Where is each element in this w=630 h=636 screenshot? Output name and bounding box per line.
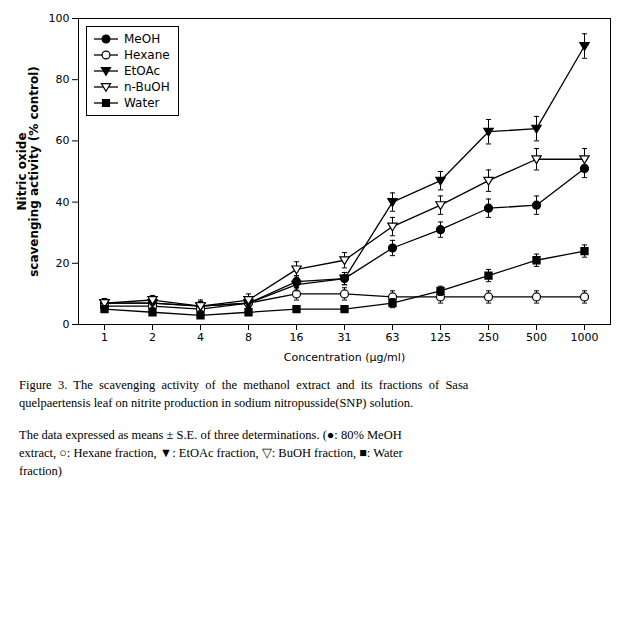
svg-text:250: 250 <box>478 331 499 344</box>
svg-text:40: 40 <box>56 196 70 209</box>
html-text:The data expressed as means ±: The data expressed as means ± S.E. of th… <box>19 428 402 442</box>
svg-text:500: 500 <box>526 331 547 344</box>
svg-text:20: 20 <box>56 257 70 270</box>
html-text:Figure 3. The scavenging activ: Figure 3. The scavenging activity of the… <box>19 378 469 392</box>
html-text:EtOAc: EtOAc <box>124 64 161 78</box>
svg-text:1: 1 <box>101 331 108 344</box>
svg-text:100: 100 <box>49 12 70 25</box>
html-text:extract, ○: Hexane fraction, ▼: extract, ○: Hexane fraction, ▼: EtOAc fr… <box>19 446 403 460</box>
html-text:MeOH: MeOH <box>124 32 161 46</box>
svg-text:0: 0 <box>63 318 70 331</box>
svg-text:8: 8 <box>245 331 252 344</box>
html-text:fraction): fraction) <box>19 464 62 478</box>
svg-text:Nitric oxidescavenging activit: Nitric oxidescavenging activity (% contr… <box>15 66 41 277</box>
svg-text:125: 125 <box>430 331 451 344</box>
svg-text:63: 63 <box>386 331 400 344</box>
svg-text:1000: 1000 <box>571 331 599 344</box>
html-text:Water: Water <box>124 96 160 110</box>
html-text:n-BuOH: n-BuOH <box>124 80 170 94</box>
html-text:Hexane: Hexane <box>124 48 170 62</box>
svg-text:80: 80 <box>56 73 70 86</box>
svg-text:4: 4 <box>197 331 204 344</box>
svg-text:Concentration (μg/ml): Concentration (μg/ml) <box>284 351 405 364</box>
svg-text:16: 16 <box>290 331 304 344</box>
html-text:quelpaertensis leaf on nitrite: quelpaertensis leaf on nitrite productio… <box>19 396 414 410</box>
svg-text:2: 2 <box>149 331 156 344</box>
svg-text:31: 31 <box>338 331 352 344</box>
svg-text:60: 60 <box>56 134 70 147</box>
